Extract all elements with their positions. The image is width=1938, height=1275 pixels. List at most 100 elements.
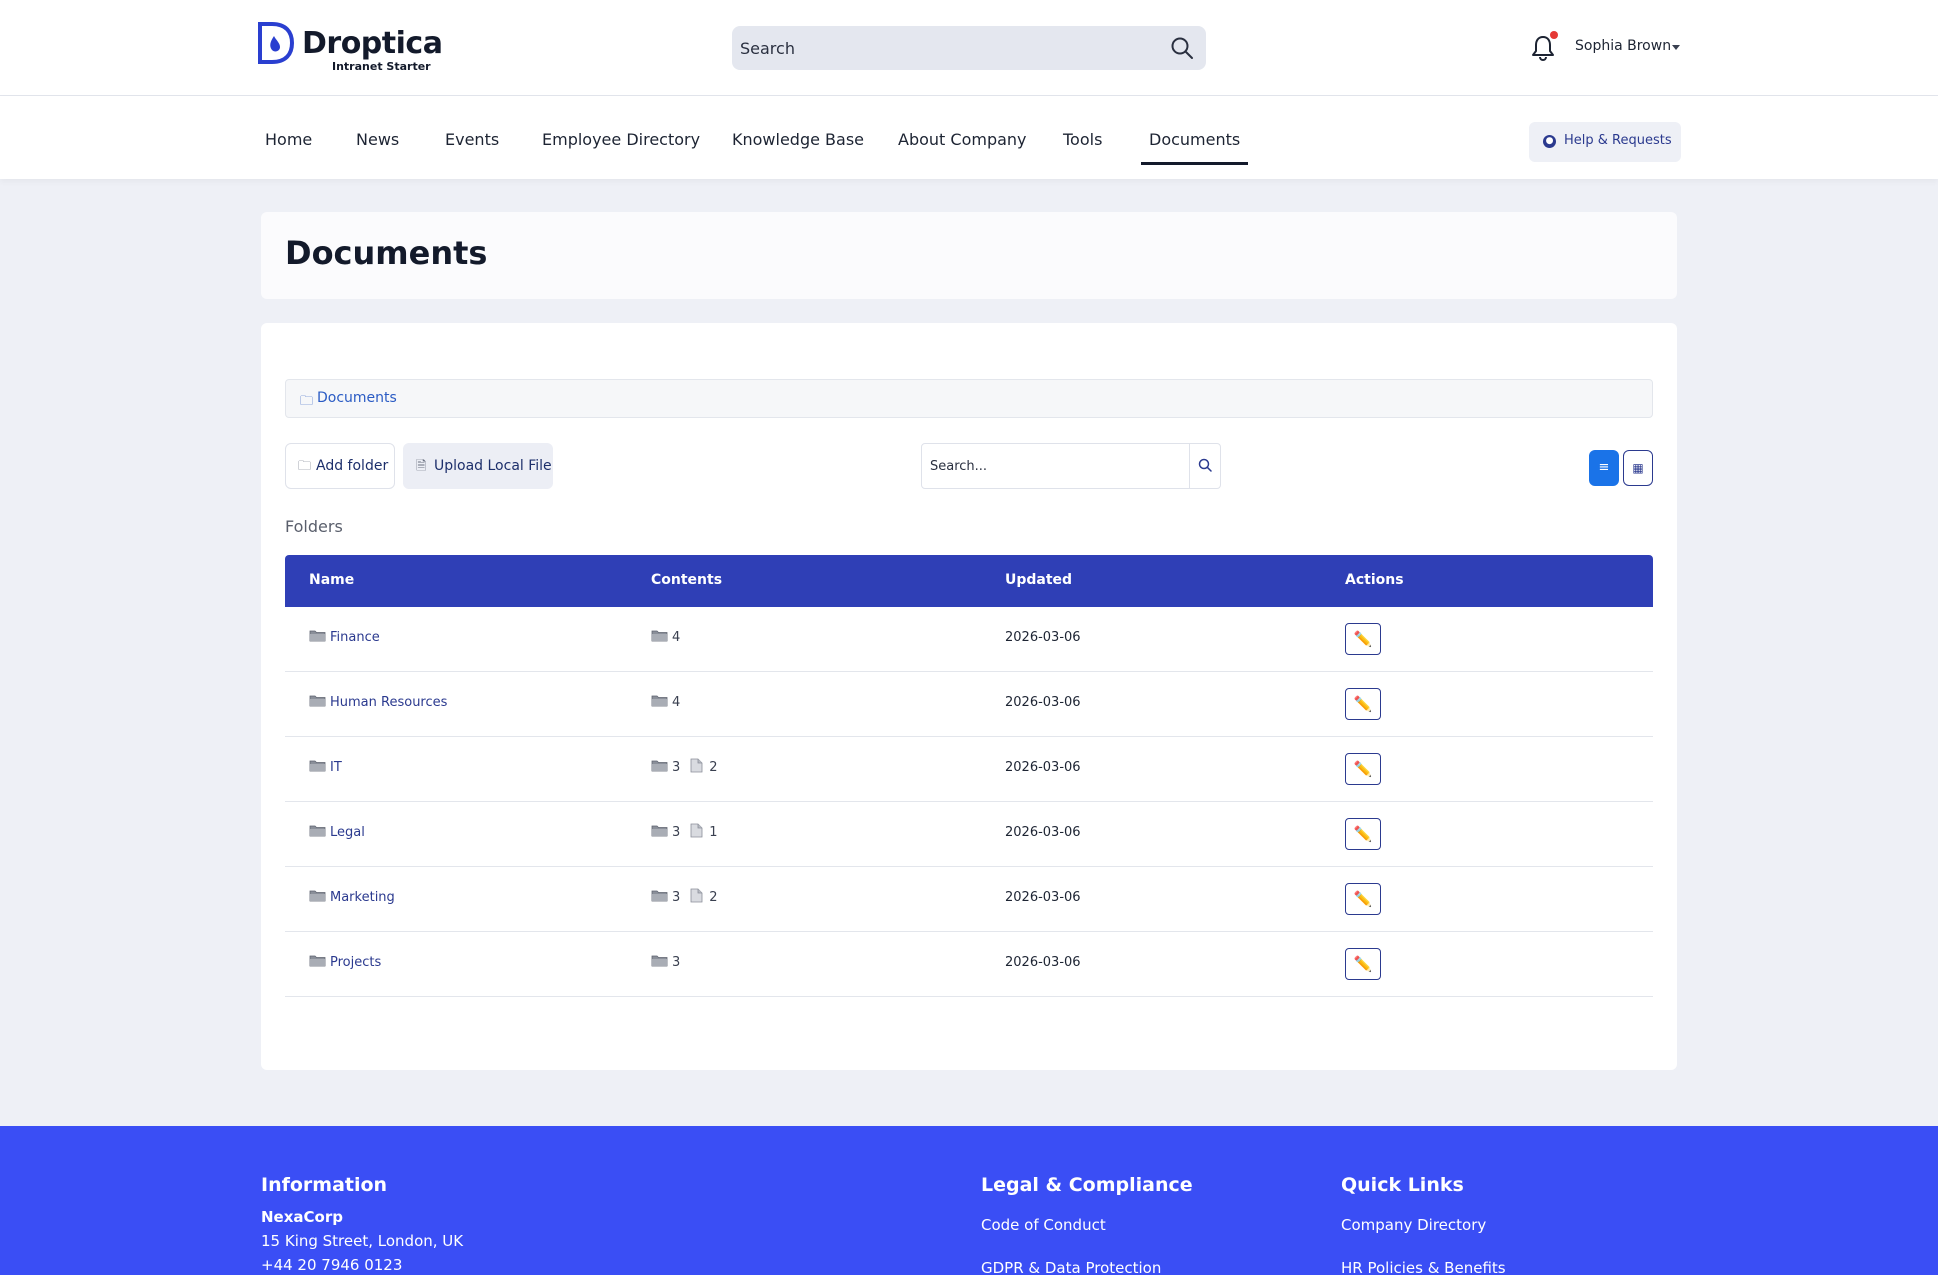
- folder-icon: [651, 629, 668, 642]
- folder-icon: [309, 889, 326, 902]
- file-icon: [690, 758, 703, 773]
- edit-folder-button[interactable]: ✏️: [1345, 818, 1381, 850]
- folder-plus-icon: 🗀: [298, 459, 312, 474]
- nav-item-news[interactable]: News: [356, 130, 400, 149]
- folder-icon: [309, 759, 326, 772]
- folder-icon: [309, 694, 326, 707]
- folder-icon: [651, 759, 668, 772]
- folder-actions-cell: ✏️: [1345, 753, 1381, 785]
- nav-item-employee-directory[interactable]: Employee Directory: [542, 130, 701, 149]
- table-row: Finance 4 2026-03-06 ✏️: [285, 607, 1653, 672]
- folder-icon: [309, 954, 326, 967]
- nav-item-home[interactable]: Home: [265, 130, 313, 149]
- folder-contents-cell: 3: [651, 955, 690, 970]
- page-title: Documents: [285, 234, 488, 272]
- folder-link[interactable]: Finance: [330, 630, 380, 645]
- pencil-icon: ✏️: [1353, 630, 1373, 648]
- edit-folder-button[interactable]: ✏️: [1345, 883, 1381, 915]
- list-view-toggle[interactable]: ≡: [1589, 450, 1619, 486]
- edit-folder-button[interactable]: ✏️: [1345, 948, 1381, 980]
- documents-search-button[interactable]: [1189, 444, 1220, 488]
- pencil-icon: ✏️: [1353, 825, 1373, 843]
- brand-name: Droptica: [302, 26, 443, 61]
- bell-icon[interactable]: [1530, 34, 1556, 62]
- nav-item-tools[interactable]: Tools: [1063, 130, 1103, 149]
- folder-updated-cell: 2026-03-06: [1005, 890, 1081, 905]
- folder-updated-cell: 2026-03-06: [1005, 825, 1081, 840]
- nav-item-events[interactable]: Events: [445, 130, 500, 149]
- folder-icon: [651, 889, 668, 902]
- footer-address: 15 King Street, London, UK: [261, 1232, 464, 1250]
- documents-panel: 🗀 Documents 🗀 Add folder 🗎 Upload Local …: [261, 323, 1677, 1070]
- edit-folder-button[interactable]: ✏️: [1345, 688, 1381, 720]
- folder-link[interactable]: IT: [330, 760, 342, 775]
- footer-link-hr-policies[interactable]: HR Policies & Benefits: [1341, 1259, 1506, 1275]
- footer-heading-information: Information: [261, 1174, 388, 1196]
- subfolder-count: 4: [672, 695, 681, 710]
- help-requests-button[interactable]: ● Help & Requests: [1529, 122, 1681, 162]
- column-header-updated: Updated: [1005, 572, 1073, 588]
- subfolder-count: 3: [672, 825, 681, 840]
- folder-link[interactable]: Marketing: [330, 890, 395, 905]
- folder-updated-cell: 2026-03-06: [1005, 955, 1081, 970]
- column-header-contents: Contents: [651, 572, 723, 588]
- folder-name-cell: Finance: [309, 630, 380, 645]
- folder-link[interactable]: Projects: [330, 955, 382, 970]
- table-row: Legal 3 1 2026-03-06 ✏️: [285, 802, 1653, 867]
- search-icon: [1198, 458, 1212, 472]
- folder-link[interactable]: Human Resources: [330, 695, 448, 710]
- upload-local-file-button[interactable]: 🗎 Upload Local File: [403, 443, 553, 489]
- droptica-logo-mark: [258, 22, 294, 64]
- subfolder-count: 3: [672, 760, 681, 775]
- column-header-name: Name: [309, 572, 355, 588]
- footer-heading-legal: Legal & Compliance: [981, 1174, 1193, 1196]
- edit-folder-button[interactable]: ✏️: [1345, 623, 1381, 655]
- folders-heading: Folders: [285, 517, 343, 536]
- help-requests-label: Help & Requests: [1564, 133, 1672, 148]
- table-row: Human Resources 4 2026-03-06 ✏️: [285, 672, 1653, 737]
- file-count: 2: [709, 760, 718, 775]
- folder-updated-cell: 2026-03-06: [1005, 630, 1081, 645]
- breadcrumb-item-documents[interactable]: Documents: [317, 390, 397, 406]
- add-folder-label: Add folder: [316, 458, 389, 474]
- notification-dot: [1550, 31, 1558, 39]
- global-search-input[interactable]: [732, 26, 1152, 70]
- file-upload-icon: 🗎: [416, 459, 427, 474]
- footer-company-name: NexaCorp: [261, 1208, 343, 1226]
- documents-search: [921, 443, 1221, 489]
- edit-folder-button[interactable]: ✏️: [1345, 753, 1381, 785]
- pencil-icon: ✏️: [1353, 955, 1373, 973]
- global-search: [732, 26, 1206, 70]
- grid-view-toggle[interactable]: ▦: [1623, 450, 1653, 486]
- site-footer: Information NexaCorp 15 King Street, Lon…: [0, 1126, 1938, 1275]
- folder-actions-cell: ✏️: [1345, 883, 1381, 915]
- folder-link[interactable]: Legal: [330, 825, 365, 840]
- folder-name-cell: Marketing: [309, 890, 395, 905]
- footer-link-code-of-conduct[interactable]: Code of Conduct: [981, 1216, 1106, 1234]
- nav-item-knowledge-base[interactable]: Knowledge Base: [732, 130, 864, 149]
- nav-item-documents[interactable]: Documents: [1140, 130, 1249, 165]
- nav-item-about-company[interactable]: About Company: [898, 130, 1027, 149]
- folder-contents-cell: 4: [651, 695, 690, 710]
- folder-contents-cell: 4: [651, 630, 690, 645]
- chevron-down-icon[interactable]: [1672, 45, 1680, 50]
- droptica-logo[interactable]: Droptica Intranet Starter: [256, 22, 443, 74]
- table-row: IT 3 2 2026-03-06 ✏️: [285, 737, 1653, 802]
- user-menu[interactable]: Sophia Brown: [1575, 38, 1672, 54]
- table-row: Projects 3 2026-03-06 ✏️: [285, 932, 1653, 997]
- subfolder-count: 4: [672, 630, 681, 645]
- documents-search-input[interactable]: [922, 444, 1190, 488]
- page-title-card: Documents: [261, 212, 1677, 299]
- file-icon: [690, 823, 703, 838]
- folder-updated-cell: 2026-03-06: [1005, 695, 1081, 710]
- search-icon[interactable]: [1170, 36, 1194, 60]
- pencil-icon: ✏️: [1353, 890, 1373, 908]
- folder-actions-cell: ✏️: [1345, 623, 1381, 655]
- footer-link-gdpr[interactable]: GDPR & Data Protection: [981, 1259, 1162, 1275]
- footer-phone: +44 20 7946 0123: [261, 1256, 403, 1274]
- add-folder-button[interactable]: 🗀 Add folder: [285, 443, 395, 489]
- file-count: 1: [709, 825, 718, 840]
- footer-link-company-directory[interactable]: Company Directory: [1341, 1216, 1487, 1234]
- folders-table: Name Contents Updated Actions Finance 4 20…: [285, 555, 1653, 997]
